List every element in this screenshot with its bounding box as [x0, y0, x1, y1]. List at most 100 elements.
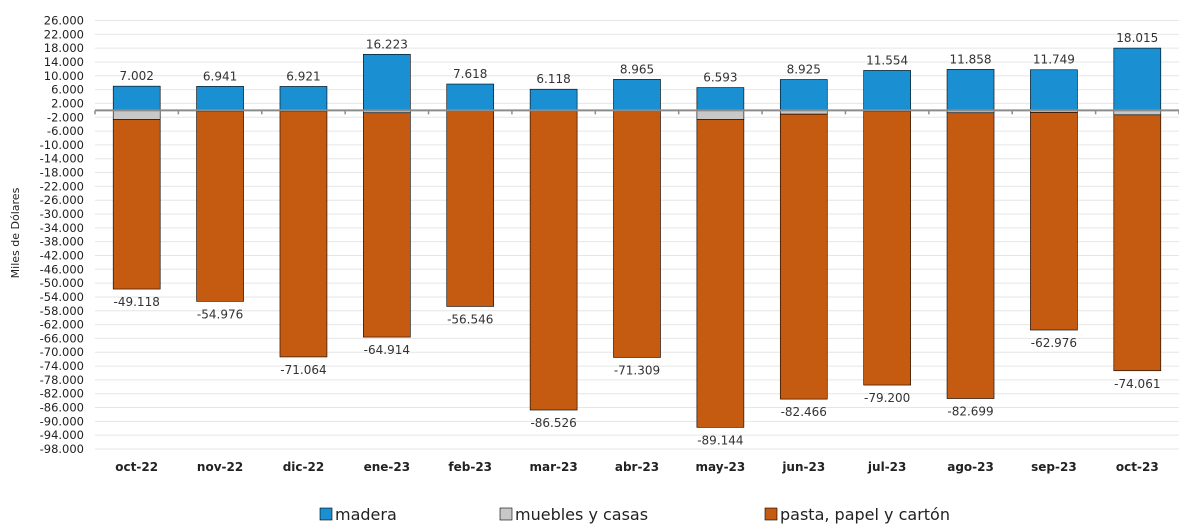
y-tick-label: -50.000: [40, 276, 84, 290]
legend-swatch: [499, 507, 513, 521]
bar-madera: [363, 53, 411, 111]
y-tick-label: -2.000: [47, 110, 84, 124]
bar-pasta: [1030, 112, 1078, 331]
legend-label: madera: [335, 505, 397, 524]
y-tick-label: -98.000: [40, 442, 84, 456]
legend-label: pasta, papel y cartón: [780, 505, 950, 524]
bar-pasta: [446, 110, 495, 307]
x-tick-label: may-23: [696, 460, 746, 474]
x-tick-label: nov-22: [197, 460, 243, 474]
bar-madera: [446, 83, 495, 111]
y-tick-label: 18.000: [44, 41, 84, 55]
x-tick-label: ago-23: [947, 460, 994, 474]
x-axis: oct-22 nov-22 dic-22 ene-23 feb-23 mar-23 abr-…: [94, 109, 1179, 474]
legend: madera muebles y casas pasta, papel y cart…: [319, 505, 950, 524]
y-tick-label: -34.000: [40, 221, 84, 235]
bar-muebles: [696, 110, 745, 120]
y-tick-label: -86.000: [40, 401, 84, 415]
x-tick-label: oct-22: [115, 460, 158, 474]
data-label-pasta: -89.144: [697, 433, 743, 447]
y-tick-label: -66.000: [40, 331, 84, 345]
data-label-madera: 6.118: [536, 72, 570, 86]
x-tick-label: mar-23: [530, 460, 578, 474]
y-tick-label: -26.000: [40, 193, 84, 207]
data-label-madera: 7.002: [120, 69, 154, 83]
data-label-madera: 16.223: [366, 37, 408, 51]
x-tick-label: ene-23: [364, 460, 411, 474]
y-tick-label: 14.000: [44, 55, 84, 69]
y-tick-label: -38.000: [40, 235, 84, 249]
x-tick-label: feb-23: [448, 460, 492, 474]
y-tick-label: -94.000: [40, 428, 84, 442]
y-tick-label: 6.000: [51, 83, 84, 97]
y-tick-label: -6.000: [47, 124, 84, 138]
bar-pasta: [779, 113, 828, 400]
data-label-madera: 8.925: [787, 63, 821, 77]
x-tick-label: dic-22: [283, 460, 325, 474]
y-tick-label: -62.000: [40, 318, 84, 332]
y-tick-label: -90.000: [40, 414, 84, 428]
data-label-pasta: -86.526: [530, 416, 576, 430]
x-tick-label: sep-23: [1031, 460, 1077, 474]
data-label-madera: 11.554: [866, 53, 908, 67]
x-tick-label: jun-23: [781, 460, 825, 474]
data-label-madera: 6.921: [286, 69, 320, 83]
bar-madera: [1113, 47, 1162, 111]
data-label-pasta: -82.466: [781, 405, 827, 419]
data-label-madera: 6.593: [703, 71, 737, 85]
bar-madera: [696, 87, 745, 111]
bar-madera: [863, 70, 911, 111]
x-tick-label: jul-23: [867, 460, 906, 474]
y-axis: 26.00022.00018.00014.00010.0006.0002.000…: [40, 14, 84, 457]
bar-pasta: [196, 111, 244, 302]
y-tick-label: -74.000: [40, 359, 84, 373]
bars: [112, 47, 1162, 428]
data-label-madera: 11.858: [950, 52, 992, 66]
y-tick-label: 22.000: [44, 27, 84, 41]
bar-madera: [779, 79, 828, 111]
y-tick-label: -18.000: [40, 166, 84, 180]
y-tick-label: -22.000: [40, 179, 84, 193]
bar-pasta: [863, 111, 911, 386]
y-tick-label: -78.000: [40, 373, 84, 387]
legend-label: muebles y casas: [515, 505, 648, 524]
bar-madera: [946, 69, 995, 111]
bar-pasta: [613, 110, 661, 358]
bar-pasta: [279, 111, 328, 358]
data-label-pasta: -64.914: [364, 343, 410, 357]
data-label-madera: 6.941: [203, 69, 237, 83]
bar-madera: [279, 86, 328, 111]
bar-pasta: [529, 110, 578, 411]
bar-madera: [613, 79, 661, 111]
bar-muebles: [112, 110, 161, 120]
y-tick-label: -70.000: [40, 345, 84, 359]
data-label-pasta: -79.200: [864, 391, 910, 405]
y-tick-label: -82.000: [40, 387, 84, 401]
legend-swatch: [319, 507, 333, 521]
data-label-madera: 7.618: [453, 67, 487, 81]
y-tick-label: -54.000: [40, 290, 84, 304]
y-tick-label: 26.000: [44, 14, 84, 28]
y-tick-label: -10.000: [40, 138, 84, 152]
bar-madera: [112, 85, 161, 111]
data-label-pasta: -71.064: [280, 363, 326, 377]
bar-pasta: [1113, 114, 1162, 372]
bar-madera: [196, 86, 244, 111]
y-tick-label: 10.000: [44, 69, 84, 83]
bar-pasta: [363, 112, 411, 338]
data-label-pasta: -74.061: [1114, 377, 1160, 391]
bar-madera: [1030, 69, 1078, 111]
data-label-madera: 18.015: [1116, 31, 1158, 45]
data-label-madera: 11.749: [1033, 53, 1075, 67]
data-label-pasta: -71.309: [614, 363, 660, 377]
x-tick-label: abr-23: [615, 460, 659, 474]
y-tick-label: -58.000: [40, 304, 84, 318]
data-label-pasta: -54.976: [197, 307, 243, 321]
data-label-pasta: -82.699: [947, 405, 993, 419]
y-tick-label: -46.000: [40, 262, 84, 276]
data-label-pasta: -56.546: [447, 312, 493, 326]
data-label-pasta: -62.976: [1031, 336, 1077, 350]
bar-pasta: [112, 119, 161, 290]
